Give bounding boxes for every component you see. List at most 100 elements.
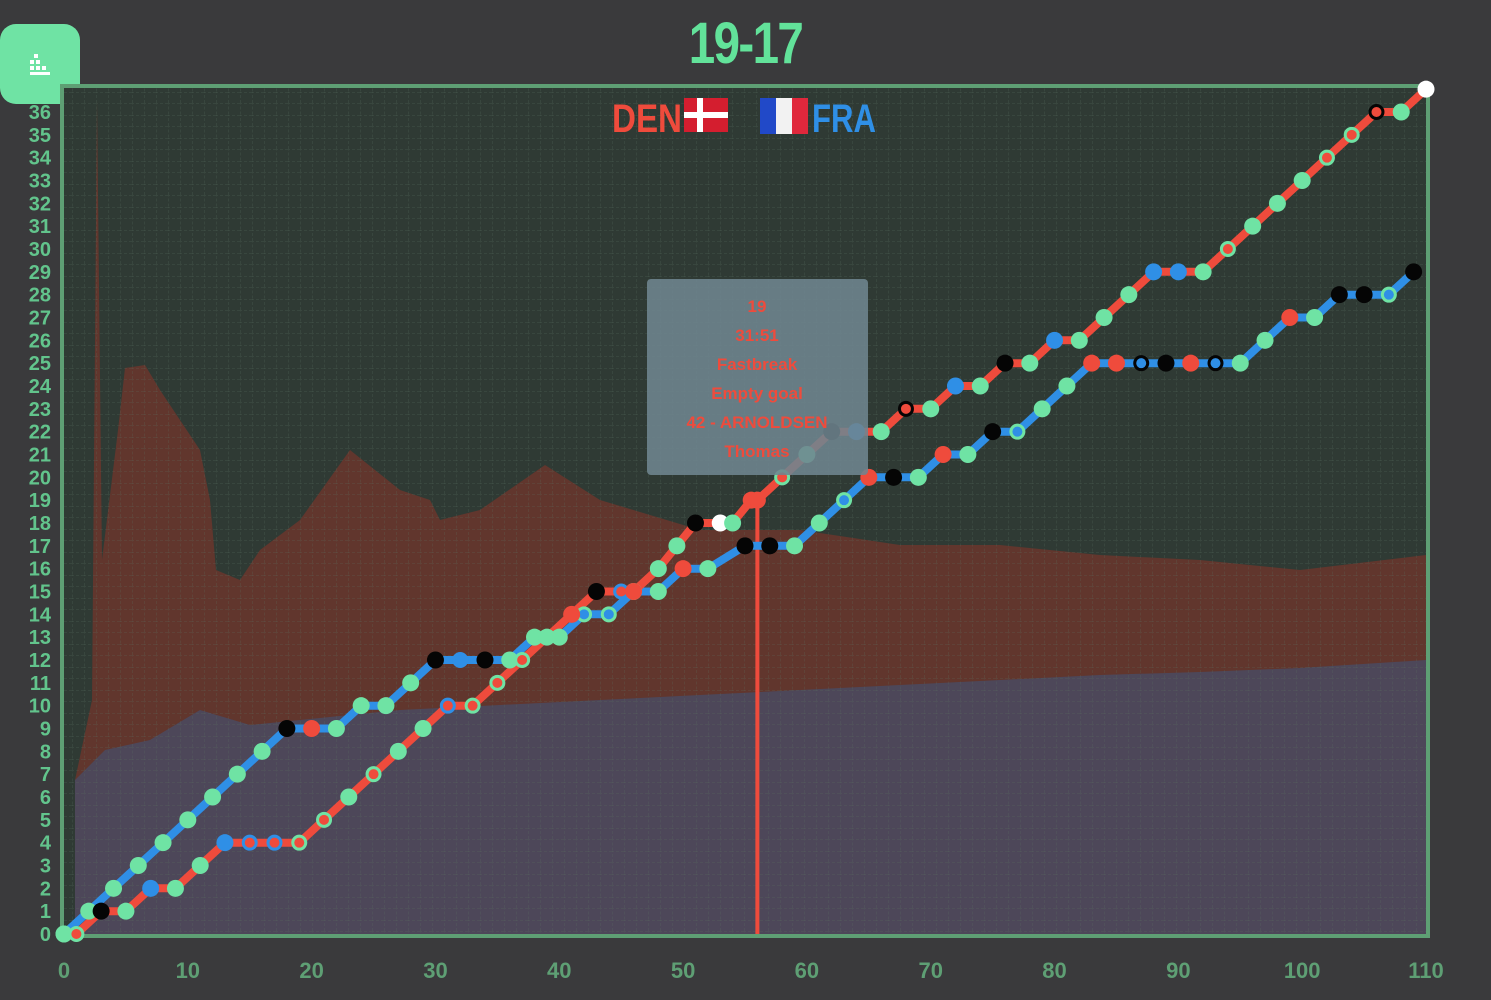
- data-point-den[interactable]: [1046, 331, 1064, 349]
- data-point-den[interactable]: [748, 491, 766, 509]
- data-point-fra[interactable]: [278, 720, 296, 737]
- data-point-den[interactable]: [587, 583, 605, 600]
- data-point-fra[interactable]: [786, 537, 804, 555]
- data-point-den[interactable]: [389, 742, 407, 760]
- data-point-fra[interactable]: [761, 537, 779, 555]
- data-point-fra[interactable]: [327, 720, 345, 737]
- data-point-den[interactable]: [922, 400, 940, 418]
- data-point-fra[interactable]: [1033, 400, 1051, 418]
- data-point-den[interactable]: [439, 697, 456, 714]
- data-point-den[interactable]: [1268, 194, 1286, 212]
- data-point-fra[interactable]: [1256, 331, 1274, 349]
- data-point-fra[interactable]: [1182, 354, 1200, 372]
- data-point-den[interactable]: [1070, 331, 1088, 349]
- data-point-den[interactable]: [625, 583, 643, 600]
- data-point-fra[interactable]: [1133, 355, 1150, 372]
- data-point-den[interactable]: [1219, 241, 1236, 257]
- data-point-fra[interactable]: [253, 742, 271, 760]
- data-point-fra[interactable]: [501, 651, 519, 669]
- data-point-den[interactable]: [1120, 286, 1138, 304]
- data-point-fra[interactable]: [426, 651, 444, 669]
- data-point-fra[interactable]: [1157, 354, 1175, 372]
- data-point-den[interactable]: [489, 674, 506, 691]
- data-point-den[interactable]: [191, 857, 209, 874]
- data-point-den[interactable]: [1145, 263, 1163, 281]
- data-point-den[interactable]: [538, 628, 556, 646]
- data-point-den[interactable]: [1343, 126, 1360, 143]
- data-point-fra[interactable]: [105, 879, 123, 897]
- data-point-den[interactable]: [1095, 309, 1113, 326]
- data-point-fra[interactable]: [476, 651, 494, 669]
- data-point-den[interactable]: [365, 766, 382, 783]
- data-point-fra[interactable]: [984, 423, 1002, 441]
- data-point-den[interactable]: [55, 925, 73, 943]
- data-point-fra[interactable]: [736, 537, 754, 555]
- data-point-den[interactable]: [1244, 217, 1262, 235]
- data-point-den[interactable]: [464, 697, 481, 714]
- data-point-fra[interactable]: [1306, 309, 1324, 326]
- data-point-fra[interactable]: [352, 697, 370, 715]
- data-point-den[interactable]: [142, 879, 160, 897]
- data-point-den[interactable]: [92, 902, 110, 920]
- data-point-fra[interactable]: [1281, 309, 1299, 326]
- data-point-fra[interactable]: [1009, 423, 1026, 440]
- data-point-den[interactable]: [1392, 103, 1410, 121]
- data-point-den[interactable]: [1318, 149, 1335, 166]
- data-point-fra[interactable]: [909, 468, 927, 486]
- data-point-fra[interactable]: [1405, 263, 1423, 281]
- data-point-den[interactable]: [291, 834, 308, 851]
- data-point-den[interactable]: [668, 537, 686, 555]
- data-point-fra[interactable]: [204, 788, 222, 806]
- data-point-fra[interactable]: [1330, 286, 1348, 304]
- data-point-fra[interactable]: [1058, 377, 1076, 395]
- data-point-fra[interactable]: [550, 628, 568, 646]
- data-point-den[interactable]: [241, 834, 258, 851]
- data-point-fra[interactable]: [1083, 354, 1101, 372]
- data-point-fra[interactable]: [1355, 286, 1373, 304]
- data-point-fra[interactable]: [810, 514, 828, 532]
- data-point-fra[interactable]: [934, 446, 952, 463]
- data-point-den[interactable]: [68, 926, 85, 942]
- data-point-fra[interactable]: [1207, 355, 1224, 372]
- data-point-den[interactable]: [872, 423, 890, 441]
- data-point-den[interactable]: [996, 354, 1014, 372]
- data-point-den[interactable]: [711, 514, 729, 532]
- data-point-den[interactable]: [1417, 80, 1435, 98]
- data-point-fra[interactable]: [600, 606, 617, 623]
- data-point-fra[interactable]: [1231, 354, 1249, 372]
- data-point-fra[interactable]: [402, 674, 420, 692]
- data-point-den[interactable]: [946, 377, 964, 395]
- data-point-den[interactable]: [414, 720, 432, 737]
- data-point-fra[interactable]: [228, 765, 246, 783]
- data-point-fra[interactable]: [129, 857, 147, 874]
- data-point-den[interactable]: [1194, 263, 1212, 281]
- data-point-den[interactable]: [266, 834, 283, 851]
- data-point-den[interactable]: [1169, 263, 1187, 281]
- data-point-fra[interactable]: [836, 492, 853, 509]
- data-point-fra[interactable]: [674, 560, 692, 578]
- data-point-den[interactable]: [117, 902, 135, 920]
- data-point-den[interactable]: [649, 560, 667, 578]
- data-point-fra[interactable]: [1107, 354, 1125, 372]
- data-point-fra[interactable]: [885, 468, 903, 486]
- data-point-fra[interactable]: [1380, 286, 1397, 303]
- data-point-fra[interactable]: [80, 902, 98, 920]
- data-point-fra[interactable]: [649, 583, 667, 600]
- data-point-den[interactable]: [971, 377, 989, 395]
- data-point-fra[interactable]: [526, 628, 544, 646]
- data-point-den[interactable]: [166, 879, 184, 897]
- data-point-den[interactable]: [1368, 104, 1385, 120]
- data-point-den[interactable]: [686, 514, 704, 532]
- data-point-den[interactable]: [897, 400, 914, 417]
- data-point-fra[interactable]: [377, 697, 395, 715]
- data-point-den[interactable]: [563, 605, 581, 623]
- data-point-den[interactable]: [340, 788, 358, 806]
- data-point-den[interactable]: [514, 652, 531, 668]
- data-point-fra[interactable]: [179, 811, 197, 829]
- data-point-fra[interactable]: [452, 652, 469, 668]
- data-point-fra[interactable]: [303, 720, 321, 737]
- data-point-den[interactable]: [1021, 354, 1039, 372]
- data-point-den[interactable]: [724, 514, 742, 532]
- data-point-fra[interactable]: [699, 560, 717, 578]
- data-point-den[interactable]: [1293, 172, 1311, 189]
